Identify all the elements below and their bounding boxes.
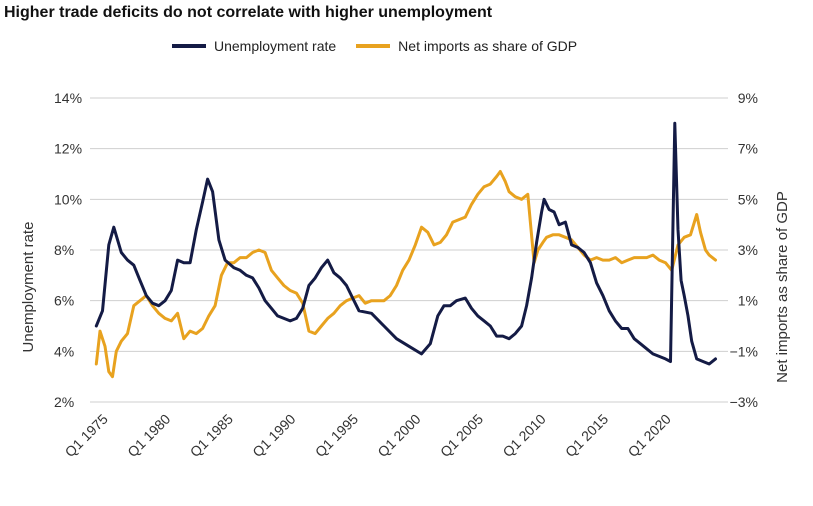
left-tick-label: 12%	[54, 141, 82, 157]
x-tick-label: Q1 1985	[187, 411, 236, 460]
right-tick-label: 3%	[738, 242, 758, 258]
left-tick-label: 10%	[54, 191, 82, 207]
chart-title: Higher trade deficits do not correlate w…	[4, 4, 493, 21]
left-tick-label: 4%	[54, 343, 74, 359]
x-tick-label: Q1 2015	[562, 411, 611, 460]
x-tick-label: Q1 1980	[124, 411, 173, 460]
right-tick-label: −3%	[730, 394, 758, 410]
x-tick-label: Q1 1990	[249, 411, 298, 460]
right-tick-label: 5%	[738, 191, 758, 207]
legend-item-net-imports: Net imports as share of GDP	[356, 38, 577, 54]
x-tick-label: Q1 1995	[312, 411, 361, 460]
right-axis-ticks: −3% −1% 1% 3% 5% 7% 9%	[730, 90, 758, 410]
left-tick-label: 8%	[54, 242, 74, 258]
x-tick-label: Q1 2000	[374, 411, 423, 460]
legend-label-unemployment: Unemployment rate	[214, 38, 337, 54]
legend-swatch-unemployment	[172, 44, 206, 48]
x-tick-label: Q1 2005	[437, 411, 486, 460]
series-lines	[94, 121, 717, 379]
x-tick-label: Q1 1975	[62, 411, 111, 460]
series-line-net-imports	[94, 170, 717, 379]
chart-legend: Unemployment rate Net imports as share o…	[172, 38, 597, 54]
left-tick-label: 14%	[54, 90, 82, 106]
legend-swatch-net-imports	[356, 44, 391, 48]
right-axis-label: Net imports as share of GDP	[774, 191, 791, 383]
gridlines	[90, 97, 728, 403]
left-tick-label: 6%	[54, 293, 74, 309]
legend-item-unemployment: Unemployment rate	[172, 38, 336, 54]
legend-label-net-imports: Net imports as share of GDP	[398, 38, 578, 54]
series-line-unemployment	[94, 121, 717, 366]
right-tick-label: 7%	[738, 141, 758, 157]
right-tick-label: −1%	[730, 343, 758, 359]
x-tick-label: Q1 2010	[499, 411, 548, 460]
left-tick-label: 2%	[54, 394, 74, 410]
right-tick-label: 1%	[738, 293, 758, 309]
left-axis-label: Unemployment rate	[20, 222, 37, 353]
x-tick-label: Q1 2020	[625, 411, 674, 460]
left-axis-ticks: 2% 4% 6% 8% 10% 12% 14%	[54, 90, 82, 410]
x-axis-ticks: Q1 1975 Q1 1980 Q1 1985 Q1 1990 Q1 1995 Q1 20…	[62, 411, 674, 460]
right-tick-label: 9%	[738, 90, 758, 106]
